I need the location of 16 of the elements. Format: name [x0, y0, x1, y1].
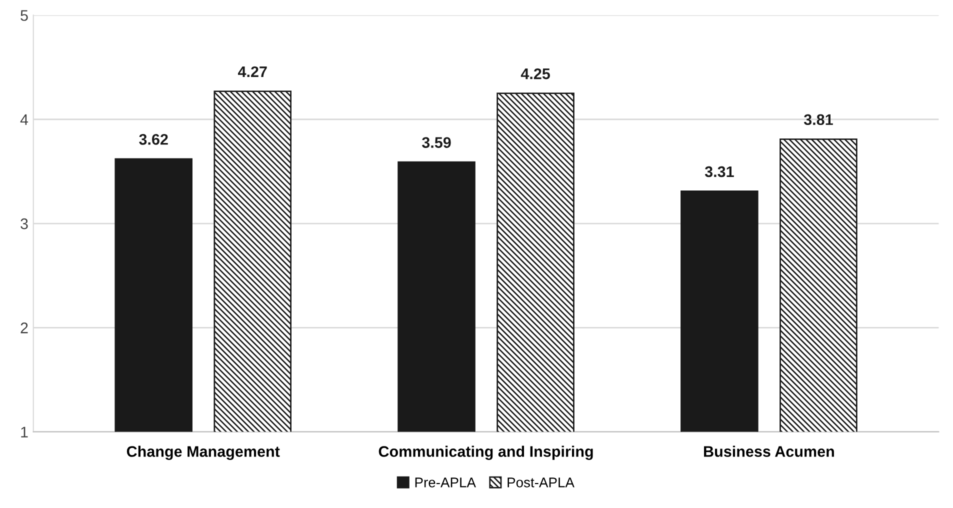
data-label: 3.81 [804, 114, 833, 126]
y-tick-label: 2 [20, 322, 28, 334]
data-label: 3.31 [704, 166, 734, 178]
data-label: 3.62 [139, 134, 168, 145]
legend-label: Pre-APLA [415, 478, 476, 488]
data-label: 4.25 [520, 68, 550, 80]
x-tick-label: Business Acumen [704, 446, 834, 457]
x-tick-label: Communicating and Inspiring [378, 446, 593, 460]
y-tick-label: 1 [21, 426, 28, 438]
y-tick-label: 5 [20, 10, 28, 21]
data-label: 4.27 [238, 66, 267, 77]
x-tick-label: Change Management [126, 446, 280, 460]
y-tick-label: 3 [20, 218, 28, 230]
data-label: 3.59 [422, 137, 451, 148]
legend-label: Post-APLA [508, 478, 574, 488]
y-tick-label: 4 [20, 114, 28, 125]
